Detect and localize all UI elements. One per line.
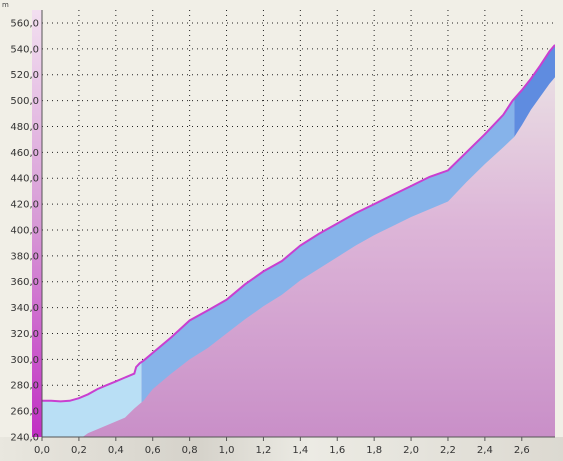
x-tick-labels: 0,0 0,2 0,4 0,6 0,8 1,0 1,2 1,4 1,6 1,8 2,0 2,2 2,4 2… [34, 445, 530, 456]
x-tick-label: 1,0 [219, 445, 235, 456]
x-tick-label: 1,8 [366, 445, 382, 456]
x-tick-label: 1,4 [292, 445, 308, 456]
y-tick-label: 540,0 [10, 44, 39, 55]
x-axis-strip [0, 437, 563, 461]
y-tick-labels: 240,0 260,0 280,0 300,0 320,0 340,0 360,0 380,0… [10, 18, 39, 443]
y-axis-color-bar [32, 10, 42, 437]
y-tick-label: 380,0 [10, 251, 39, 262]
y-tick-label: 500,0 [10, 96, 39, 107]
x-tick-label: 0,8 [182, 445, 198, 456]
x-tick-label: 2,0 [403, 445, 419, 456]
y-tick-label: 340,0 [10, 303, 39, 314]
x-tick-label: 0,4 [108, 445, 124, 456]
x-tick-label: 1,2 [255, 445, 271, 456]
y-tick-label: 260,0 [10, 407, 39, 418]
x-tick-label: 2,6 [514, 445, 530, 456]
x-tick-label: 2,4 [477, 445, 493, 456]
y-tick-label: 420,0 [10, 200, 39, 211]
y-tick-label: 280,0 [10, 381, 39, 392]
slope-band-medium [141, 98, 515, 403]
y-tick-label: 460,0 [10, 148, 39, 159]
x-tick-label: 0,6 [145, 445, 161, 456]
slope-bands [42, 44, 555, 437]
elevation-profile-line [42, 44, 555, 403]
y-tick-label: 520,0 [10, 70, 39, 81]
y-tick-label: 440,0 [10, 174, 39, 185]
y-tick-label: 480,0 [10, 122, 39, 133]
x-tick-label: 0,2 [71, 445, 87, 456]
y-tick-label: 400,0 [10, 225, 39, 236]
x-tick-label: 0,0 [34, 445, 50, 456]
y-tick-label: 240,0 [10, 433, 39, 444]
x-tick-label: 2,2 [440, 445, 456, 456]
y-tick-label: 320,0 [10, 329, 39, 340]
y-unit-label: m [2, 1, 9, 9]
y-tick-label: 300,0 [10, 355, 39, 366]
slope-band-light [42, 362, 142, 437]
x-tick-label: 1,6 [329, 445, 345, 456]
slope-band-dark [514, 44, 555, 137]
y-tick-label: 360,0 [10, 277, 39, 288]
y-tick-label: 560,0 [10, 18, 39, 29]
